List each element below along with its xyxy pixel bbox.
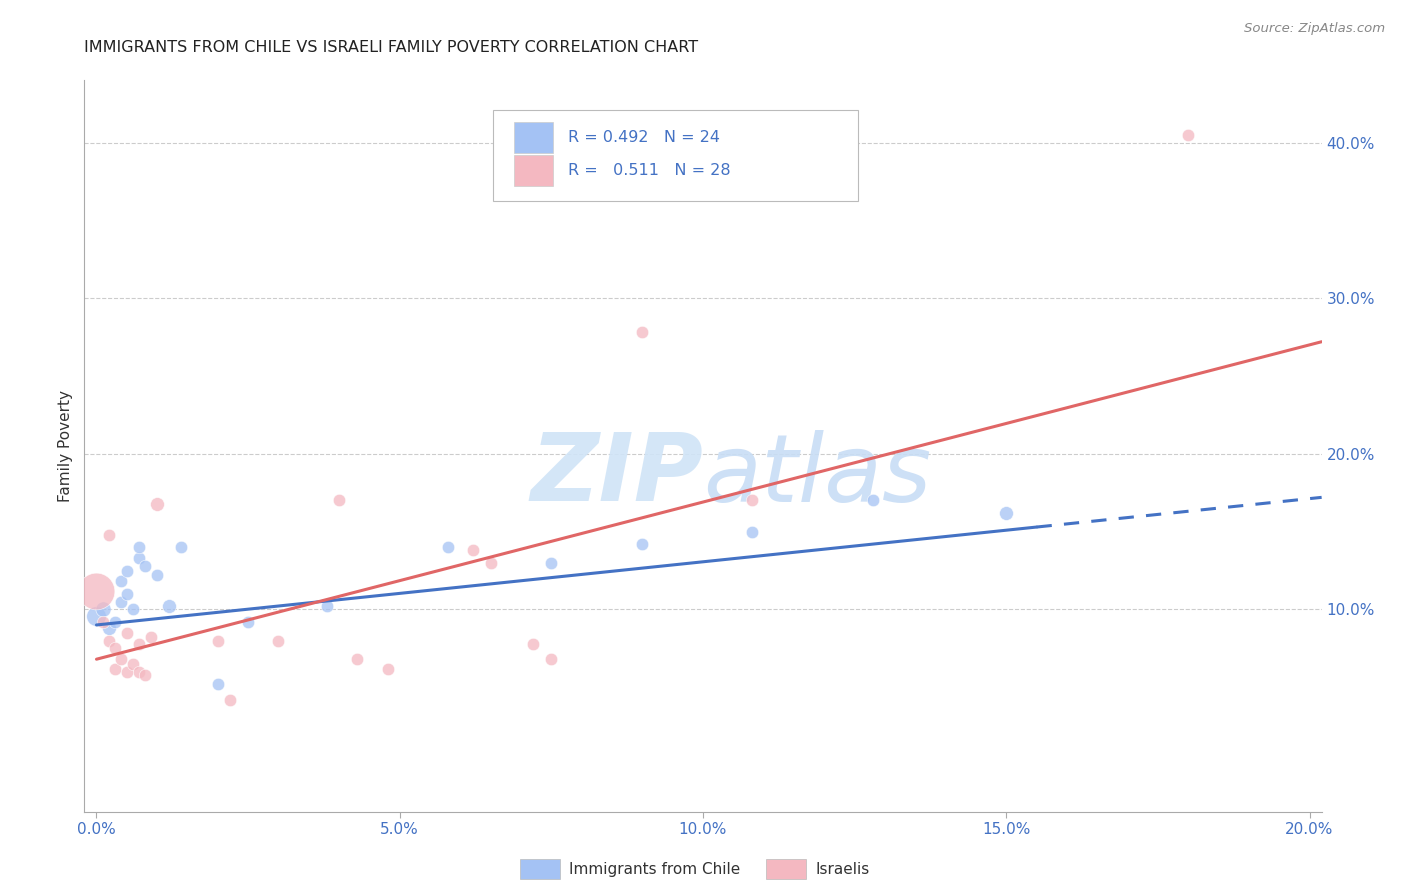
Point xyxy=(540,652,562,666)
Point xyxy=(97,527,120,541)
Point xyxy=(540,556,562,570)
Point xyxy=(91,615,114,629)
Point xyxy=(170,540,193,554)
Point xyxy=(146,497,169,511)
Point xyxy=(207,633,229,648)
Point xyxy=(346,652,368,666)
Point xyxy=(741,493,763,508)
Point xyxy=(115,564,138,578)
Point xyxy=(461,543,484,558)
Point xyxy=(631,537,654,551)
Point xyxy=(479,556,502,570)
Point xyxy=(316,599,339,614)
Point xyxy=(115,625,138,640)
FancyBboxPatch shape xyxy=(513,122,554,153)
Point xyxy=(115,665,138,679)
Point xyxy=(134,667,156,681)
Text: Immigrants from Chile: Immigrants from Chile xyxy=(569,863,741,877)
Point xyxy=(741,524,763,539)
Point xyxy=(522,637,544,651)
Point xyxy=(134,558,156,573)
Text: ZIP: ZIP xyxy=(530,429,703,521)
Point xyxy=(437,540,460,554)
Point xyxy=(862,493,884,508)
FancyBboxPatch shape xyxy=(492,110,858,201)
Point xyxy=(219,692,242,706)
Point xyxy=(122,602,145,616)
Point xyxy=(128,637,150,651)
Point xyxy=(122,657,145,671)
Point xyxy=(328,493,350,508)
Y-axis label: Family Poverty: Family Poverty xyxy=(58,390,73,502)
Point xyxy=(1177,128,1199,142)
Point xyxy=(104,641,127,656)
Point xyxy=(157,599,180,614)
Point xyxy=(97,621,120,635)
Point xyxy=(86,583,108,598)
Point xyxy=(128,665,150,679)
Point xyxy=(115,587,138,601)
Point xyxy=(91,602,114,616)
Point xyxy=(97,633,120,648)
Point xyxy=(146,568,169,582)
Point xyxy=(104,615,127,629)
Point xyxy=(267,633,290,648)
Point xyxy=(236,615,259,629)
Text: R = 0.492   N = 24: R = 0.492 N = 24 xyxy=(568,130,720,145)
Point xyxy=(139,631,162,645)
Point xyxy=(995,506,1018,520)
Text: atlas: atlas xyxy=(703,430,931,521)
Text: Source: ZipAtlas.com: Source: ZipAtlas.com xyxy=(1244,22,1385,36)
Point xyxy=(377,661,399,675)
Point xyxy=(110,574,132,589)
Point xyxy=(631,326,654,340)
Text: R =   0.511   N = 28: R = 0.511 N = 28 xyxy=(568,162,731,178)
Text: IMMIGRANTS FROM CHILE VS ISRAELI FAMILY POVERTY CORRELATION CHART: IMMIGRANTS FROM CHILE VS ISRAELI FAMILY … xyxy=(84,40,699,55)
Point xyxy=(128,551,150,566)
Point xyxy=(104,661,127,675)
FancyBboxPatch shape xyxy=(513,155,554,186)
Text: Israelis: Israelis xyxy=(815,863,870,877)
Point xyxy=(110,652,132,666)
Point xyxy=(86,608,108,623)
Point xyxy=(207,677,229,691)
Point xyxy=(128,540,150,554)
Point xyxy=(110,594,132,608)
